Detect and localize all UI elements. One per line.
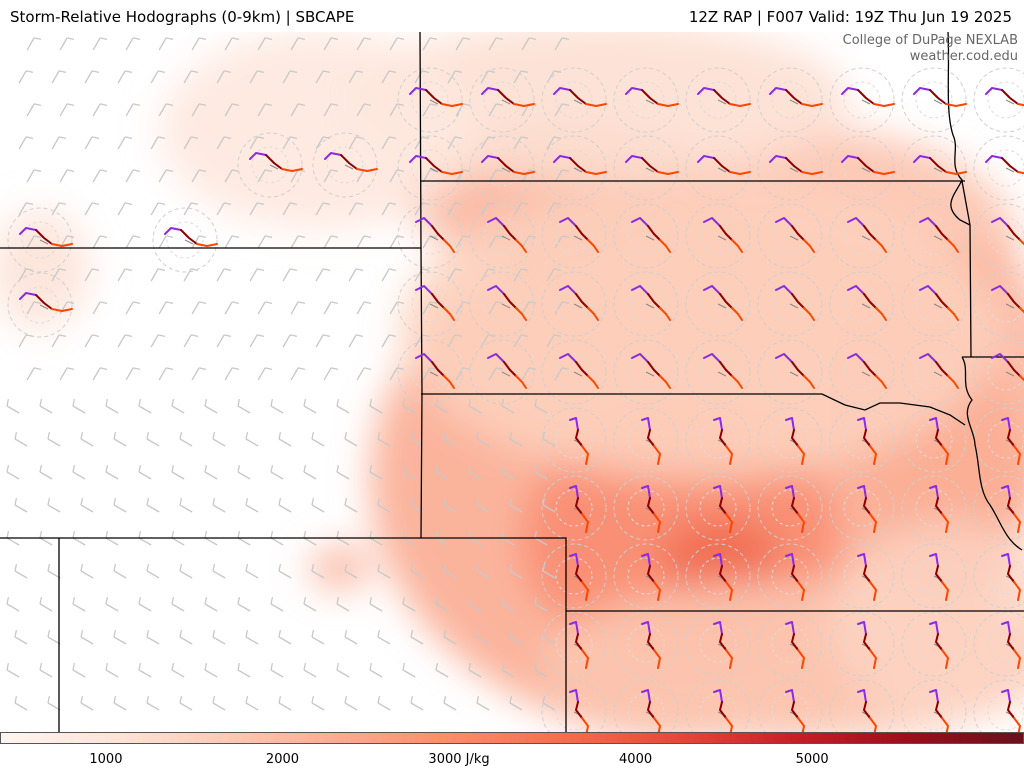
model-run-label: 12Z RAP | F007 Valid: 19Z Thu Jun 19 202… [688, 8, 1012, 26]
cape-shading [0, 32, 1024, 732]
colorbar-tick-label: 1000 [89, 752, 123, 767]
cape-colorbar [0, 732, 1024, 744]
hodograph-rings [7, 67, 1024, 732]
credit-line-1: College of DuPage NEXLAB [842, 33, 1018, 48]
colorbar-tick-label: 4000 [619, 752, 653, 767]
colorbar-tick-label: 5000 [795, 752, 829, 767]
colorbar-tick-label: 2000 [265, 752, 300, 767]
hodographs [19, 87, 1024, 732]
map-title: Storm-Relative Hodographs (0-9km) | SBCA… [10, 8, 355, 26]
hodograph-map [0, 32, 1024, 732]
state-borders [0, 32, 1024, 732]
credit-block: College of DuPage NEXLAB weather.cod.edu [843, 33, 1018, 65]
credit-line-2: weather.cod.edu [909, 49, 1018, 64]
colorbar-tick-label: 3000 J/kg [428, 752, 490, 767]
